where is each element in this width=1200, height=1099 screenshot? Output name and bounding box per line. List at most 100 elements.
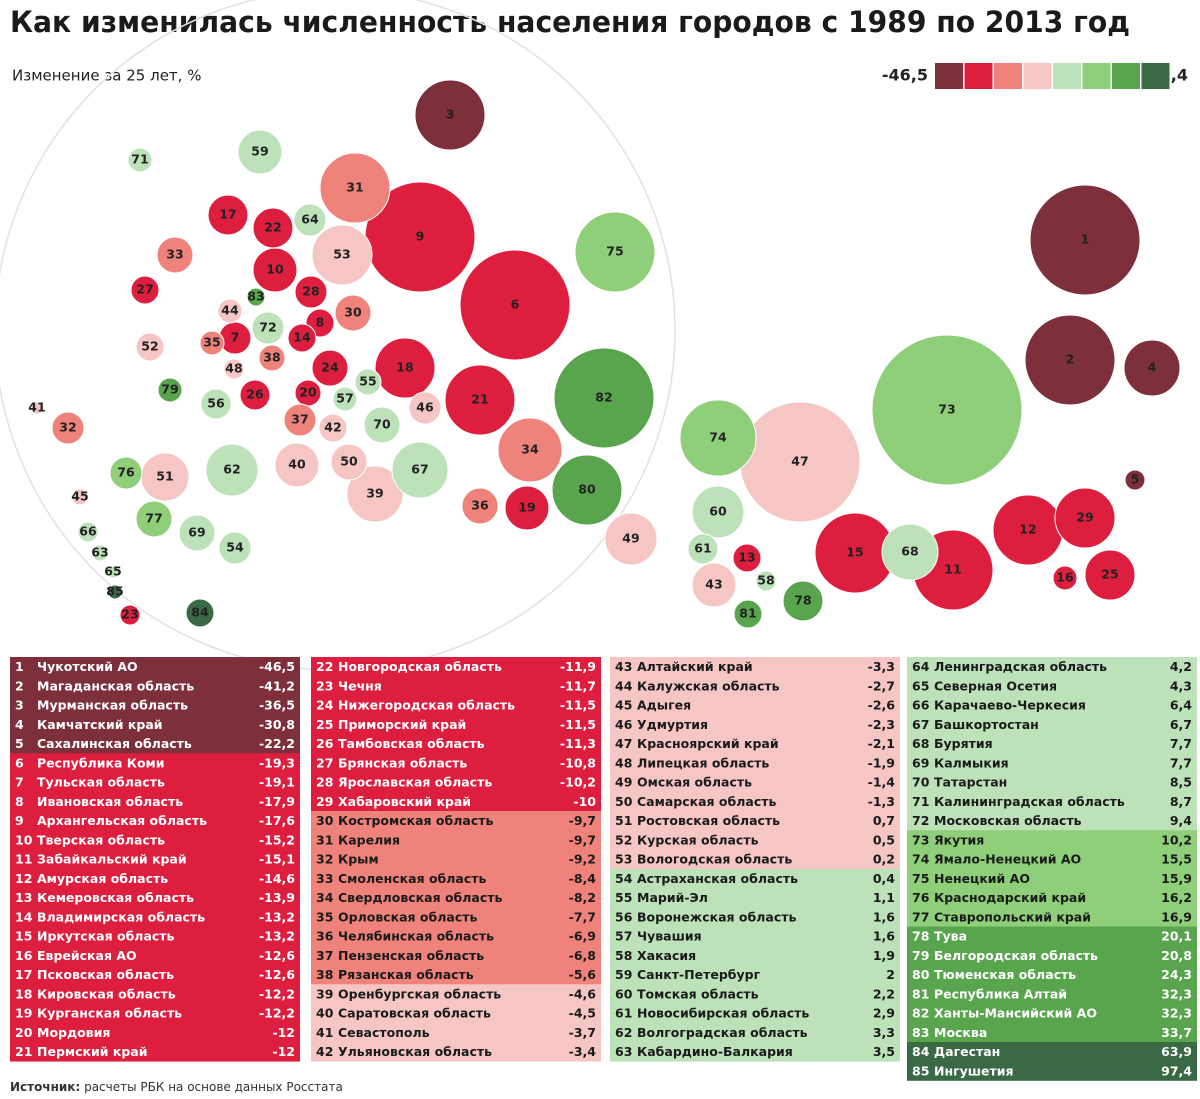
region-value: 0,7 — [873, 813, 895, 828]
region-value: -3,7 — [569, 1025, 596, 1040]
region-name: Кабардино-Балкария — [637, 1044, 793, 1059]
region-label: 67 — [411, 462, 428, 477]
region-shape — [287, 323, 317, 353]
table-row — [610, 868, 900, 889]
region-shape — [199, 330, 225, 356]
region-name: Ставропольский край — [934, 909, 1091, 924]
table-row — [610, 1042, 900, 1062]
table-row — [610, 849, 900, 870]
table-row — [907, 734, 1197, 754]
region-shape — [223, 358, 245, 380]
region-label: 45 — [71, 489, 88, 504]
region-value: -17,6 — [259, 813, 295, 828]
region-label: 19 — [518, 500, 535, 515]
region-value: 7,7 — [1170, 736, 1192, 751]
region-number: 36 — [316, 929, 334, 944]
region-number: 59 — [615, 967, 632, 982]
region-name: Якутия — [934, 832, 984, 847]
region-shape — [1024, 314, 1116, 406]
region-shape — [732, 543, 762, 573]
region-name: Ингушетия — [934, 1063, 1014, 1078]
region-number: 51 — [615, 813, 632, 828]
region-label: 33 — [166, 247, 183, 262]
region-value: -11,7 — [560, 678, 596, 693]
table-row — [907, 753, 1197, 773]
region-label: 26 — [246, 387, 264, 402]
table-row — [907, 791, 1197, 812]
region-label: 66 — [79, 524, 97, 539]
table-row — [10, 753, 300, 773]
region-number: 40 — [316, 1006, 334, 1021]
region-shape — [691, 485, 745, 539]
region-label: 6 — [511, 297, 520, 312]
region-label: 8 — [316, 315, 325, 330]
region-name: Курская область — [637, 832, 759, 847]
region-name: Калужская область — [637, 678, 780, 693]
region-name: Томская область — [637, 986, 759, 1001]
region-shape — [346, 465, 404, 523]
region-value: -15,2 — [259, 832, 295, 847]
region-shape — [408, 391, 442, 425]
region-name: Тамбовская область — [338, 736, 485, 751]
region-number: 71 — [912, 794, 929, 809]
region-name: Калининградская область — [934, 794, 1125, 809]
region-shape — [687, 533, 719, 565]
region-shape — [200, 388, 232, 420]
region-label: 17 — [219, 207, 236, 222]
region-label: 63 — [91, 545, 108, 560]
region-number: 14 — [15, 909, 33, 924]
region-number: 75 — [912, 871, 929, 886]
region-value: -8,2 — [569, 890, 596, 905]
region-number: 18 — [15, 986, 32, 1001]
legend-swatch — [994, 63, 1022, 89]
table-row — [311, 657, 601, 677]
region-shape — [246, 287, 266, 307]
region-number: 9 — [15, 813, 24, 828]
table-row — [10, 657, 300, 677]
region-shape — [91, 544, 109, 562]
region-name: Ростовская область — [637, 813, 780, 828]
region-name: Оренбургская область — [338, 986, 501, 1001]
region-label: 85 — [106, 584, 123, 599]
region-number: 41 — [316, 1025, 333, 1040]
region-label: 50 — [340, 454, 358, 469]
legend-swatch — [1023, 63, 1052, 89]
region-label: 36 — [471, 498, 489, 513]
region-shape — [755, 570, 777, 592]
region-name: Нижегородская область — [338, 698, 515, 713]
region-shape — [334, 294, 372, 332]
globe-outline — [0, 0, 676, 671]
region-label: 32 — [59, 420, 76, 435]
region-shape — [1084, 549, 1136, 601]
region-value: -8,4 — [569, 871, 597, 886]
region-number: 60 — [615, 986, 633, 1001]
table-row — [10, 868, 300, 889]
region-number: 19 — [15, 1006, 32, 1021]
region-label: 74 — [709, 430, 727, 445]
region-label: 34 — [521, 442, 539, 457]
region-value: 24,3 — [1161, 967, 1192, 982]
region-value: -10 — [573, 794, 596, 809]
table-row — [311, 868, 601, 889]
region-number: 27 — [316, 755, 333, 770]
region-number: 46 — [615, 717, 633, 732]
region-value: -2,1 — [868, 736, 895, 751]
region-label: 57 — [336, 391, 353, 406]
region-shape — [239, 379, 271, 411]
region-number: 52 — [615, 832, 632, 847]
table-row — [10, 676, 300, 696]
region-value: 1,6 — [873, 929, 895, 944]
region-value: -36,5 — [259, 698, 295, 713]
region-value: -5,6 — [569, 967, 597, 982]
region-value: 3,5 — [873, 1044, 895, 1059]
legend-swatch — [1053, 63, 1081, 89]
region-number: 79 — [912, 948, 929, 963]
region-value: 4,2 — [1170, 659, 1192, 674]
region-name: Алтайский край — [637, 659, 753, 674]
region-label: 5 — [1131, 472, 1140, 487]
region-value: 0,5 — [873, 832, 895, 847]
table-row — [311, 772, 601, 793]
region-number: 39 — [316, 986, 333, 1001]
region-shape — [604, 512, 658, 566]
region-shape — [127, 147, 153, 173]
